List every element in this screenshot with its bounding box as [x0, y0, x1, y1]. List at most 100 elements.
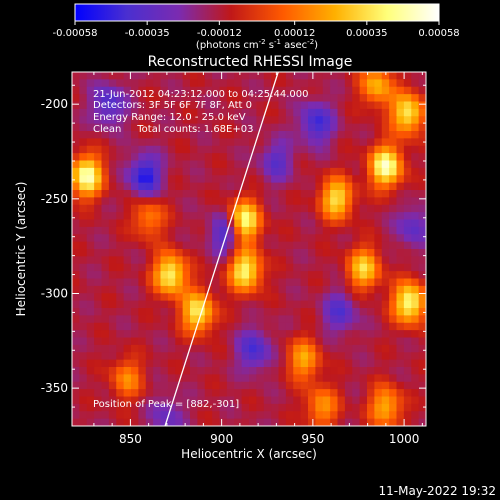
heatmap-cell	[389, 79, 397, 88]
heatmap-cell	[219, 160, 228, 169]
heatmap-cell	[315, 411, 324, 420]
heatmap-cell	[182, 359, 191, 368]
heatmap-cell	[300, 322, 309, 331]
heatmap-cell	[300, 101, 309, 110]
heatmap-cell	[396, 204, 405, 213]
heatmap-cell	[219, 167, 228, 176]
heatmap-cell	[219, 108, 228, 117]
heatmap-cell	[123, 300, 132, 309]
heatmap-cell	[263, 271, 272, 279]
heatmap-cell	[278, 182, 287, 191]
heatmap-cell	[241, 374, 250, 383]
heatmap-cell	[256, 212, 265, 220]
heatmap-cell	[352, 315, 361, 324]
heatmap-cell	[396, 182, 405, 191]
heatmap-cell	[411, 101, 420, 110]
heatmap-cell	[396, 101, 405, 110]
heatmap-cell	[337, 108, 346, 117]
heatmap-cell	[153, 418, 161, 426]
heatmap-cell	[182, 374, 191, 383]
heatmap-cell	[396, 131, 405, 139]
heatmap-cell	[197, 190, 206, 198]
heatmap-cell	[212, 86, 220, 95]
heatmap-cell	[123, 263, 132, 272]
heatmap-cell	[293, 72, 302, 80]
heatmap-cell	[86, 131, 95, 139]
heatmap-cell	[271, 308, 279, 316]
heatmap-cell	[330, 160, 338, 169]
heatmap-cell	[182, 94, 191, 102]
heatmap-cell	[396, 352, 405, 361]
heatmap-cell	[123, 212, 132, 220]
heatmap-cell	[263, 197, 272, 206]
colorbar-tick-label: 0.00035	[346, 28, 387, 39]
heatmap-cell	[330, 256, 338, 265]
heatmap-cell	[153, 212, 161, 220]
heatmap-cell	[330, 389, 338, 397]
heatmap-cell	[271, 241, 279, 250]
heatmap-cell	[374, 374, 383, 383]
heatmap-cell	[167, 204, 176, 213]
heatmap-cell	[167, 79, 176, 88]
heatmap-cell	[256, 271, 265, 279]
heatmap-cell	[145, 204, 154, 213]
heatmap-cell	[249, 219, 257, 228]
heatmap-cell	[256, 249, 265, 257]
heatmap-cell	[389, 352, 397, 361]
heatmap-cell	[256, 175, 265, 184]
heatmap-cell	[197, 249, 206, 257]
heatmap-cell	[123, 167, 132, 176]
heatmap-cell	[374, 418, 383, 426]
heatmap-cell	[234, 344, 243, 353]
heatmap-cell	[271, 293, 279, 302]
heatmap-cell	[123, 94, 132, 102]
heatmap-cell	[234, 108, 243, 117]
heatmap-cell	[374, 403, 383, 412]
heatmap-cell	[352, 271, 361, 279]
heatmap-cell	[374, 285, 383, 294]
heatmap-cell	[271, 322, 279, 331]
heatmap-cell	[330, 278, 338, 287]
heatmap-cell	[160, 256, 169, 265]
heatmap-cell	[108, 403, 117, 412]
heatmap-cell	[234, 256, 243, 265]
heatmap-cell	[308, 204, 316, 213]
heatmap-cell	[285, 131, 294, 139]
heatmap-cell	[190, 352, 198, 361]
heatmap-cell	[271, 359, 279, 368]
heatmap-cell	[411, 182, 420, 191]
heatmap-cell	[241, 300, 250, 309]
heatmap-cell	[411, 145, 420, 154]
heatmap-cell	[330, 352, 338, 361]
heatmap-cell	[293, 79, 302, 88]
heatmap-cell	[352, 160, 361, 169]
heatmap-cell	[381, 204, 390, 213]
heatmap-cell	[131, 256, 139, 265]
heatmap-cell	[86, 418, 95, 426]
heatmap-cell	[389, 182, 397, 191]
heatmap-cell	[197, 108, 206, 117]
heatmap-cell	[190, 234, 198, 243]
heatmap-cell	[263, 249, 272, 257]
heatmap-cell	[271, 108, 279, 117]
heatmap-cell	[72, 411, 80, 420]
heatmap-cell	[131, 241, 139, 250]
heatmap-cell	[190, 359, 198, 368]
heatmap-cell	[389, 175, 397, 184]
heatmap-cell	[94, 94, 102, 102]
heatmap-cell	[367, 138, 375, 147]
heatmap-cell	[344, 226, 353, 235]
heatmap-cell	[182, 160, 191, 169]
heatmap-cell	[293, 374, 302, 383]
heatmap-cell	[256, 116, 265, 125]
heatmap-cell	[337, 271, 346, 279]
heatmap-cell	[167, 411, 176, 420]
heatmap-cell	[367, 116, 375, 125]
heatmap-cell	[396, 367, 405, 375]
heatmap-cell	[219, 403, 228, 412]
heatmap-cell	[212, 72, 220, 80]
heatmap-cell	[72, 300, 80, 309]
heatmap-cell	[411, 337, 420, 346]
heatmap-cell	[123, 396, 132, 405]
heatmap-cell	[182, 308, 191, 316]
